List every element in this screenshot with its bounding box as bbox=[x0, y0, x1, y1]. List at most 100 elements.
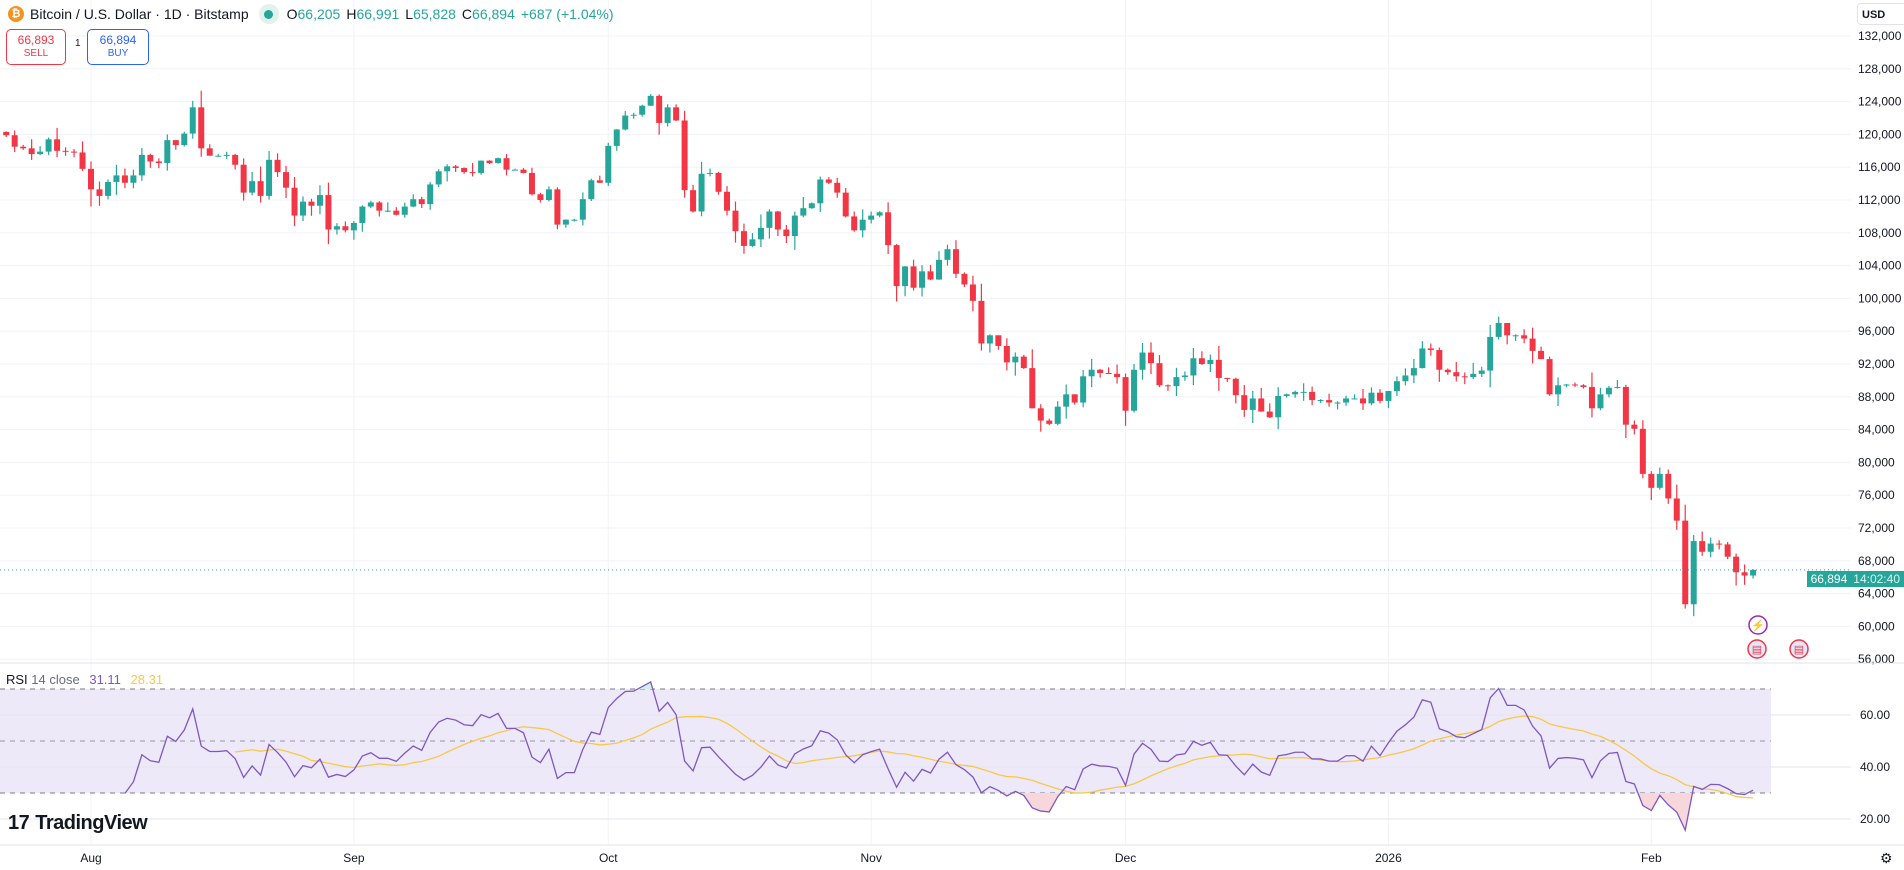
candle-body bbox=[367, 202, 374, 207]
candle bbox=[1368, 387, 1375, 406]
candle-body bbox=[1241, 395, 1248, 410]
currency-selector[interactable]: USD bbox=[1857, 3, 1904, 25]
price-tick-label: 100,000 bbox=[1858, 291, 1902, 305]
candle bbox=[1656, 467, 1663, 490]
candle-body bbox=[902, 266, 909, 287]
candle-body bbox=[20, 146, 27, 149]
buy-button[interactable]: 66,894 BUY bbox=[87, 29, 149, 65]
lightning-event-icon-glyph: ⚡ bbox=[1751, 619, 1765, 632]
candle-body bbox=[189, 107, 196, 134]
candle-body bbox=[1538, 350, 1545, 360]
candle bbox=[300, 196, 306, 222]
candle bbox=[1690, 534, 1697, 617]
candle bbox=[978, 283, 985, 351]
candle-body bbox=[384, 210, 391, 212]
candle-body bbox=[291, 187, 298, 216]
close-label: C bbox=[461, 6, 473, 22]
candle-body bbox=[1622, 386, 1629, 425]
candle-body bbox=[427, 184, 434, 205]
candle-body bbox=[537, 194, 544, 200]
candle bbox=[1724, 541, 1731, 560]
candle-body bbox=[842, 192, 849, 217]
rsi-legend[interactable]: RSI 14 close 31.11 28.31 bbox=[6, 672, 163, 687]
candle-body bbox=[283, 172, 290, 188]
high-value: 66,991 bbox=[356, 6, 400, 22]
candle-body bbox=[1088, 369, 1095, 377]
symbol-legend[interactable]: ₿ Bitcoin / U.S. Dollar · 1D · Bitstamp … bbox=[8, 4, 620, 24]
candle bbox=[410, 194, 417, 208]
candle-body bbox=[172, 140, 179, 146]
candle bbox=[596, 175, 603, 183]
candle-body bbox=[350, 222, 357, 231]
price-tick-label: 132,000 bbox=[1858, 29, 1902, 43]
candle bbox=[876, 211, 883, 218]
us-flag-event-icon[interactable]: ▤ bbox=[1747, 639, 1767, 659]
candle bbox=[1351, 394, 1358, 400]
candle-body bbox=[783, 229, 790, 237]
candle-body bbox=[1190, 358, 1197, 376]
candle bbox=[537, 192, 544, 203]
candle-body bbox=[1181, 375, 1188, 378]
lightning-event-icon[interactable]: ⚡ bbox=[1748, 615, 1768, 635]
candle-body bbox=[45, 139, 52, 152]
candle-body bbox=[3, 131, 10, 136]
candle-body bbox=[1699, 541, 1706, 552]
candle-body bbox=[825, 179, 832, 183]
candle-body bbox=[88, 168, 94, 190]
candle bbox=[520, 168, 527, 174]
candle bbox=[88, 161, 94, 207]
candle bbox=[919, 265, 926, 297]
candle-body bbox=[1487, 336, 1494, 371]
time-tick-label: Dec bbox=[1115, 851, 1136, 865]
candle bbox=[1605, 386, 1612, 398]
price-tick-label: 80,000 bbox=[1858, 455, 1895, 469]
candle-body bbox=[155, 161, 162, 164]
candle bbox=[952, 240, 959, 278]
candle-body bbox=[1232, 378, 1239, 396]
candle-body bbox=[952, 249, 959, 274]
candle bbox=[1207, 354, 1214, 372]
settings-gear-icon[interactable]: ⚙ bbox=[1880, 850, 1893, 866]
candle bbox=[927, 264, 934, 281]
candle-body bbox=[1054, 406, 1061, 424]
price-tick-label: 116,000 bbox=[1858, 160, 1901, 174]
candle bbox=[1215, 345, 1222, 391]
candle bbox=[1029, 349, 1036, 409]
candle bbox=[71, 149, 78, 158]
candle-body bbox=[232, 154, 239, 165]
candle bbox=[1105, 367, 1112, 375]
candle-body bbox=[1716, 543, 1723, 545]
candle bbox=[1639, 420, 1646, 479]
tradingview-logo[interactable]: 17 TradingView bbox=[8, 812, 148, 835]
candle bbox=[1385, 390, 1392, 409]
candle-body bbox=[851, 216, 858, 231]
candle bbox=[249, 171, 256, 196]
candle-body bbox=[545, 189, 552, 200]
candle-body bbox=[1733, 556, 1740, 573]
candle bbox=[1283, 393, 1290, 398]
candle-body bbox=[418, 199, 425, 205]
candle bbox=[1521, 329, 1528, 344]
candle bbox=[1487, 324, 1494, 388]
candle bbox=[1139, 342, 1146, 380]
market-open-dot-icon[interactable] bbox=[258, 4, 279, 24]
candle bbox=[681, 110, 688, 198]
candle bbox=[613, 129, 620, 151]
candle-body bbox=[681, 120, 688, 191]
candle-body bbox=[766, 211, 773, 228]
us-flag-event-icon-circle bbox=[1747, 639, 1767, 659]
candle bbox=[266, 151, 273, 200]
candle-body bbox=[1020, 356, 1027, 369]
sell-price: 66,893 bbox=[17, 33, 55, 47]
candle bbox=[11, 130, 18, 153]
candle-body bbox=[1495, 323, 1502, 337]
candle-body bbox=[1393, 381, 1400, 392]
sell-button[interactable]: 66,893 SELL bbox=[6, 29, 66, 65]
candle bbox=[164, 134, 171, 171]
candle bbox=[1097, 368, 1104, 378]
us-flag-event-icon[interactable]: ▤ bbox=[1789, 639, 1809, 659]
candle bbox=[79, 141, 86, 171]
candle bbox=[1478, 366, 1485, 378]
candle-body bbox=[961, 273, 968, 285]
